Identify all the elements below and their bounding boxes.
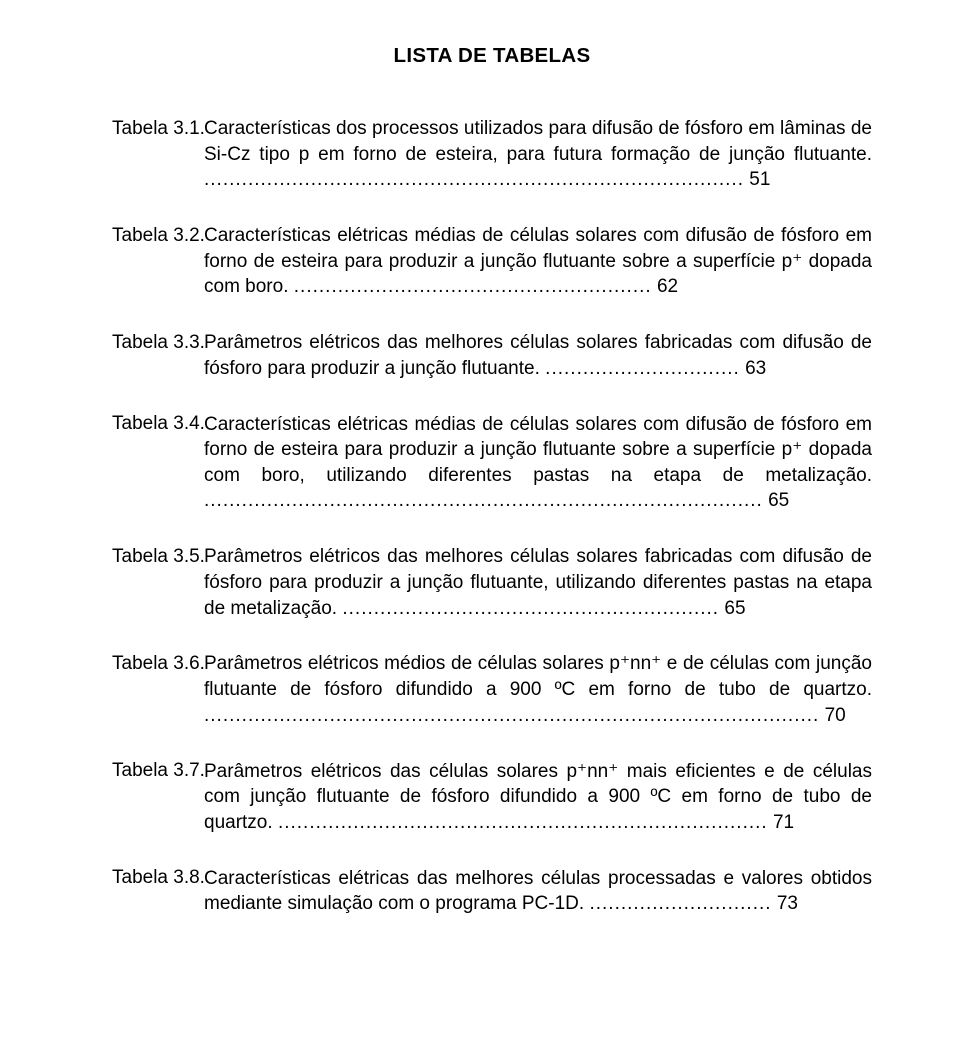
- toc-entry-text: Características elétricas das melhores c…: [204, 868, 872, 915]
- toc-entry-body: Parâmetros elétricos médios de células s…: [112, 651, 872, 728]
- toc-entry-body: Parâmetros elétricos das melhores célula…: [112, 330, 872, 381]
- toc-entry-body: Características dos processos utilizados…: [112, 116, 872, 193]
- toc-entry-label: Tabela 3.8.: [112, 867, 205, 888]
- toc-entry-leader-dots: ........................................…: [204, 490, 763, 511]
- toc-entry-leader-dots: ........................................…: [204, 169, 744, 190]
- toc-entry-text: Características elétricas médias de célu…: [204, 414, 872, 486]
- toc-entry-leader-dots: ........................................…: [294, 276, 652, 297]
- toc-entry-label: Tabela 3.7.: [112, 760, 205, 781]
- toc-entry-leader-dots: ........................................…: [342, 598, 719, 619]
- toc-entry-page-number: 51: [749, 169, 770, 190]
- toc-entry-page-number: 73: [777, 893, 798, 914]
- toc-entry-text: Parâmetros elétricos médios de células s…: [204, 653, 872, 700]
- page-title: LISTA DE TABELAS: [112, 42, 872, 70]
- toc-entry-leader-dots: ........................................…: [204, 705, 819, 726]
- toc-entry-label: Tabela 3.2.: [112, 225, 205, 246]
- toc-entry: Tabela 3.7. Parâmetros elétricos das cél…: [112, 758, 872, 835]
- toc-entry: Tabela 3.2. Características elétricas mé…: [112, 223, 872, 300]
- toc-entry-page-number: 71: [773, 812, 794, 833]
- toc-entry: Tabela 3.4. Características elétricas mé…: [112, 411, 872, 514]
- toc-entry-page-number: 65: [768, 490, 789, 511]
- toc-entry-page-number: 70: [825, 705, 846, 726]
- toc-entry-body: Parâmetros elétricos das células solares…: [112, 759, 872, 836]
- toc-entry: Tabela 3.3. Parâmetros elétricos das mel…: [112, 330, 872, 381]
- toc-entry-body: Parâmetros elétricos das melhores célula…: [112, 544, 872, 621]
- toc-entry-leader-dots: ...............................: [545, 358, 740, 379]
- toc-entry-label: Tabela 3.1.: [112, 118, 205, 139]
- toc-entry: Tabela 3.5. Parâmetros elétricos das mel…: [112, 544, 872, 621]
- toc-entries: Tabela 3.1. Características dos processo…: [112, 116, 872, 917]
- toc-entry-text: Parâmetros elétricos das melhores célula…: [204, 332, 872, 379]
- toc-entry-body: Características elétricas médias de célu…: [112, 223, 872, 300]
- toc-entry-text: Características dos processos utilizados…: [204, 118, 872, 165]
- toc-entry-body: Características elétricas das melhores c…: [112, 866, 872, 917]
- toc-entry-label: Tabela 3.5.: [112, 546, 205, 567]
- toc-entry-leader-dots: ........................................…: [278, 812, 768, 833]
- toc-entry-body: Características elétricas médias de célu…: [112, 412, 872, 515]
- toc-entry-leader-dots: .............................: [589, 893, 771, 914]
- toc-entry-page-number: 63: [745, 358, 766, 379]
- toc-entry-label: Tabela 3.3.: [112, 332, 205, 353]
- toc-entry-page-number: 62: [657, 276, 678, 297]
- toc-entry: Tabela 3.1. Características dos processo…: [112, 116, 872, 193]
- toc-entry-label: Tabela 3.4.: [112, 413, 205, 434]
- toc-entry-label: Tabela 3.6.: [112, 653, 205, 674]
- toc-entry: Tabela 3.6. Parâmetros elétricos médios …: [112, 651, 872, 728]
- toc-entry-page-number: 65: [724, 598, 745, 619]
- toc-entry: Tabela 3.8. Características elétricas da…: [112, 865, 872, 916]
- document-page: LISTA DE TABELAS Tabela 3.1. Característ…: [0, 0, 960, 1049]
